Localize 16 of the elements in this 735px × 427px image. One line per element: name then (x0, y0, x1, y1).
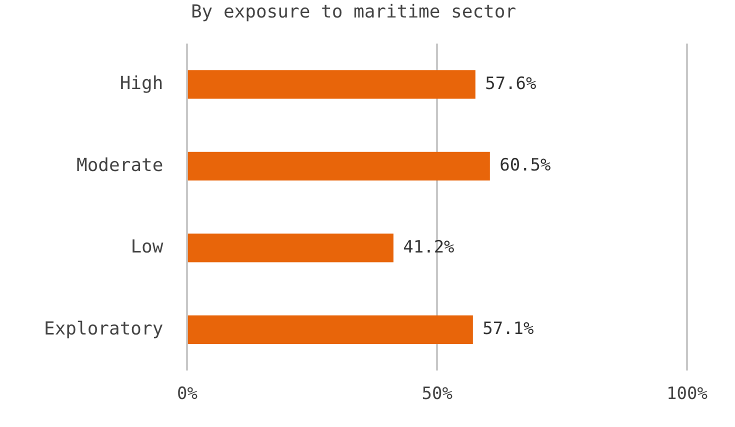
x-tick-label: 100% (666, 384, 708, 404)
y-tick-label: High (120, 73, 164, 94)
y-tick-label: Exploratory (44, 318, 164, 340)
data-label: 60.5% (500, 156, 551, 176)
x-tick-label: 50% (422, 384, 452, 404)
bar (188, 315, 473, 344)
chart-title: By exposure to maritime sector (190, 1, 516, 22)
bar (188, 70, 476, 99)
y-tick-label: Low (130, 236, 164, 258)
data-label: 57.1% (482, 319, 534, 340)
bar (188, 234, 394, 262)
data-label: 41.2% (403, 237, 454, 258)
x-tick-label: 0% (176, 384, 198, 404)
data-label: 57.6% (485, 74, 536, 94)
bar (188, 152, 490, 181)
y-tick-label: Moderate (76, 154, 164, 176)
